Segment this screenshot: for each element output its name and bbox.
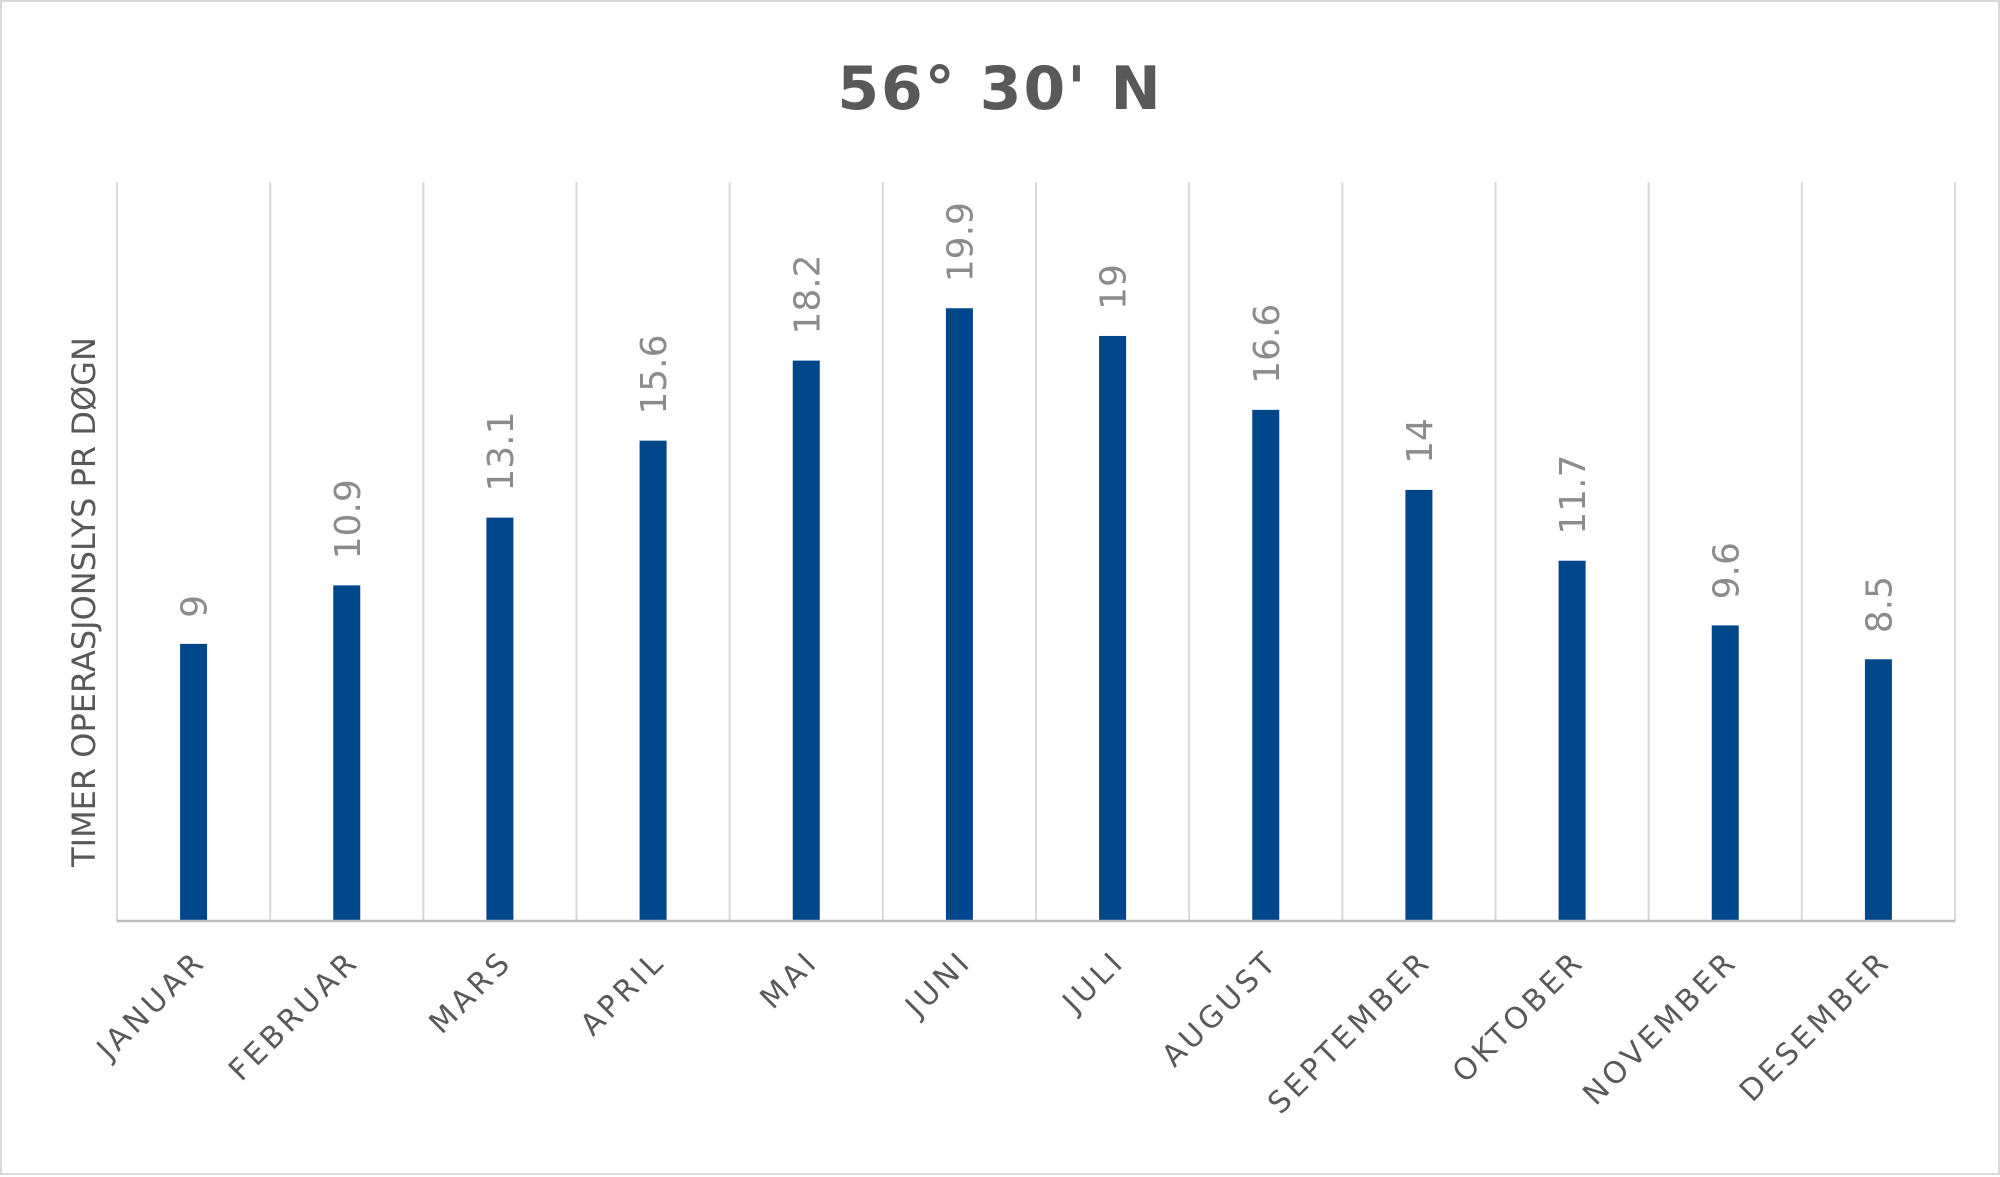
value-labels: 9 10.9 13.1 15.6 18.2 19.9 19 16.6 14 11.7 9.6 8.5 [175, 202, 1901, 633]
bar [1711, 625, 1739, 921]
value-label: 13.1 [481, 411, 522, 491]
value-label: 11.7 [1553, 455, 1594, 535]
bar [1864, 659, 1892, 921]
value-label: 14 [1400, 418, 1441, 464]
bar [945, 308, 973, 921]
bar [486, 517, 514, 921]
bar [180, 643, 208, 921]
x-tick-label: FEBRUAR [222, 944, 366, 1088]
x-tick-label: DESEMBER [1733, 944, 1898, 1109]
x-tick-label: OKTOBER [1446, 944, 1592, 1090]
x-tick-label: AUGUST [1155, 944, 1285, 1074]
x-tick-label: NOVEMBER [1576, 944, 1744, 1112]
x-tick-label: APRIL [574, 944, 673, 1043]
x-tick-label: JULI [1055, 944, 1132, 1021]
value-label: 18.2 [787, 254, 828, 334]
bar [1405, 489, 1433, 921]
gridlines [116, 182, 1956, 921]
x-tick-label: MAI [754, 944, 826, 1016]
x-tick-label: JANUAR [89, 944, 213, 1068]
bar [1558, 560, 1586, 921]
x-tick-label: SEPTEMBER [1261, 944, 1438, 1121]
value-label: 8.5 [1859, 576, 1900, 633]
value-label: 16.6 [1247, 304, 1288, 384]
value-label: 15.6 [634, 334, 675, 414]
value-label: 19 [1094, 264, 1135, 310]
value-label: 9.6 [1706, 542, 1747, 599]
bar [639, 440, 667, 921]
x-tick-label: JUNI [898, 944, 979, 1025]
value-label: 9 [175, 595, 216, 618]
bar [333, 585, 361, 921]
bars [180, 308, 1892, 921]
bar [792, 360, 820, 921]
x-tick-label: MARS [422, 944, 519, 1041]
value-label: 19.9 [940, 202, 981, 282]
x-tick-labels: JANUAR FEBRUAR MARS APRIL MAI JUNI JULI AUGUSTS… [89, 944, 1898, 1121]
y-axis-label: TIMER OPERASJONSLYS PR DØGN [65, 337, 103, 868]
chart-title: 56° 30' N [837, 54, 1162, 124]
bar [1099, 335, 1127, 921]
bar [1252, 409, 1280, 921]
value-label: 10.9 [328, 479, 369, 559]
